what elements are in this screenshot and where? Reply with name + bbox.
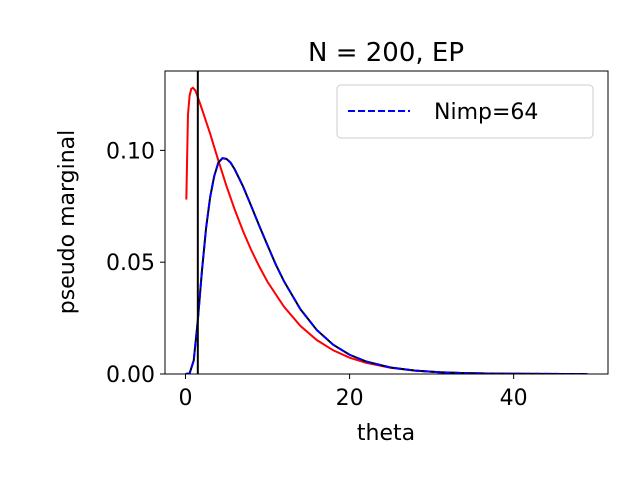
- series-line-1: [185, 157, 588, 374]
- y-axis-label: pseudo marginal: [55, 130, 80, 315]
- y-tick-label-1: 0.05: [106, 251, 155, 276]
- x-axis: 0 20 40: [179, 374, 528, 411]
- legend: Nimp=64: [336, 84, 594, 139]
- y-tick-label-0: 0.00: [106, 363, 155, 388]
- chart-title: N = 200, EP: [308, 38, 464, 68]
- legend-entry-nimp-64: Nimp=64: [434, 100, 538, 125]
- x-tick-label-1: 20: [336, 386, 364, 411]
- x-tick-label-2: 40: [500, 386, 528, 411]
- legend-box: [336, 84, 594, 139]
- plot-area: [185, 71, 588, 374]
- y-axis: 0.00 0.05 0.10: [106, 139, 165, 388]
- x-tick-label-0: 0: [179, 386, 193, 411]
- plot-frame: [164, 70, 609, 375]
- y-tick-label-2: 0.10: [106, 139, 155, 164]
- x-axis-label: theta: [357, 421, 415, 446]
